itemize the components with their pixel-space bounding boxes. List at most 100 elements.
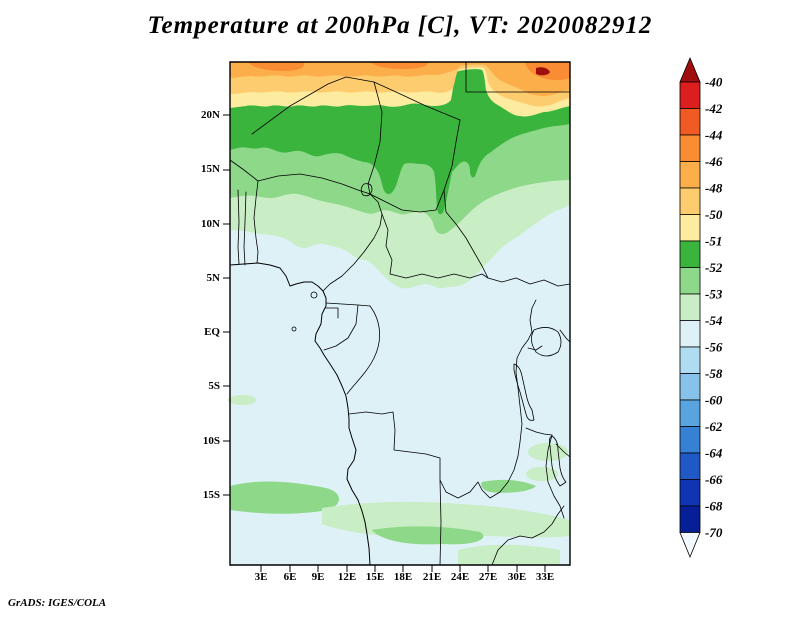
lat-label-5s: 5S [208,380,220,392]
axis-ticks [223,115,545,572]
lon-label-33e: 33E [535,571,555,583]
lon-label-12e: 12E [337,571,357,583]
map-canvas [220,56,580,576]
lake-tanganyika [514,364,534,420]
plot-title: Temperature at 200hPa [C], VT: 202008291… [147,12,653,39]
lat-label-10n: 10N [201,218,220,230]
lake-chad [361,184,372,196]
border-angola-zambia-south [440,480,441,565]
colorbar-segment-neg40-neg42 [680,82,700,109]
border-burkina-niger [230,160,258,181]
colorbar-segment-neg52-neg53 [680,268,700,295]
border-uganda-rwanda [528,300,542,350]
lat-label-15n: 15N [201,163,220,175]
colorbar-label-neg46: -46 [705,154,723,169]
lon-label-9e: 9E [311,571,325,583]
colorbar-label-neg64: -64 [705,446,723,461]
contour-fill-neg44-neg46-patch-b [370,62,428,69]
lon-label-30e: 30E [507,571,527,583]
colorbar-label-neg68: -68 [705,499,723,514]
border-tanzania-mozambique [556,444,570,457]
border-chad-car-north [370,190,444,212]
colorbar-labels: -40 -42 -44 -46 -48 -50 -51 -52 -53 -54 … [705,75,723,541]
border-niger-nigeria [258,174,370,194]
border-niger-chad [368,82,382,194]
border-drc-angola-zambia [349,412,520,498]
lon-label-3e: 3E [254,571,268,583]
contour-fill-warm-spot [536,67,550,76]
colorbar-label-neg56: -56 [705,340,723,355]
border-zambia-malawi [546,435,564,518]
colorbar-segment-neg53-neg54 [680,294,700,321]
contour-fills [228,62,570,565]
map-outlines [230,62,570,565]
colorbar-segment-neg64-neg66 [680,453,700,480]
border-chad-sudan-car [444,120,488,278]
colorbar-segment-neg50-neg51 [680,215,700,242]
contour-fill-neg44-neg46-patch-a [248,62,305,71]
lon-label-18e: 18E [393,571,413,583]
lake-victoria [531,327,561,356]
border-togo-benin [244,192,246,265]
colorbar-label-neg60: -60 [705,393,723,408]
coastline-west-africa [230,263,370,565]
contour-fill-south-green-c [481,479,536,493]
border-cameroon-gabon [326,303,370,306]
colorbar-label-neg44: -44 [705,128,723,143]
colorbar-label-neg66: -66 [705,472,723,487]
colorbar-label-neg51: -51 [705,234,722,249]
contour-fill-neg46-neg48 [230,62,570,96]
colorbar-segment-neg62-neg64 [680,427,700,454]
colorbar-segment-neg66-neg68 [680,480,700,507]
contour-fill-west-pale-a [228,395,256,405]
map-frame [230,62,570,565]
border-gabon-congo [324,305,358,350]
colorbar-segment-neg60-neg62 [680,400,700,427]
lon-label-15e: 15E [365,571,385,583]
colorbar-label-neg58: -58 [705,366,723,381]
lon-label-27e: 27E [478,571,498,583]
colorbar-segment-neg48-neg50 [680,188,700,215]
colorbar-label-neg50: -50 [705,207,723,222]
contour-fill-south-green-b [372,526,484,545]
colorbar-label-neg52: -52 [705,260,723,275]
colorbar: -40 -42 -44 -46 -48 -50 -51 -52 -53 -54 … [672,56,723,568]
colorbar-label-neg48: -48 [705,181,723,196]
colorbar-label-neg54: -54 [705,313,723,328]
border-nigeria-cameroon [323,194,382,291]
contour-fill-south-green-a [230,481,340,514]
border-sahara-chain [252,77,460,134]
island-sao-tome [292,327,296,331]
grads-credit: GrADS: IGES/COLA [8,597,107,609]
colorbar-segment-neg51-neg52 [680,241,700,268]
border-tanzania-zambia [526,428,552,435]
lat-label-20n: 20N [201,109,220,121]
lon-label-21e: 21E [422,571,442,583]
colorbar-segment-neg54-neg56 [680,321,700,348]
colorbar-arrow-top [680,58,700,82]
colorbar-segment-neg44-neg46 [680,135,700,162]
colorbar-segment-neg46-neg48 [680,162,700,189]
colorbar-label-neg53: -53 [705,287,723,302]
lon-label-6e: 6E [283,571,297,583]
colorbar-label-neg70: -70 [705,525,723,540]
border-equatorial-guinea [326,308,338,318]
colorbar-arrow-bottom [680,533,700,558]
colorbar-segment-neg58-neg60 [680,374,700,401]
colorbar-label-neg42: -42 [705,101,723,116]
border-car-congo-drc [382,214,488,278]
border-sudan-uganda-kenya [488,278,570,286]
contour-fill-south-pale-b [458,544,560,565]
border-egypt-sudan [466,62,570,92]
contour-fill-east-pale-b [526,467,558,481]
border-ghana-togo [238,190,239,264]
lat-label-eq: EQ [204,326,220,338]
colorbar-segment-neg56-neg58 [680,347,700,374]
colorbar-label-neg62: -62 [705,419,723,434]
lat-label-10s: 10S [202,435,220,447]
lat-label-15s: 15S [202,489,220,501]
colorbar-segment-neg68-neg70 [680,506,700,533]
border-benin-nigeria [254,181,258,263]
lat-label-5n: 5N [206,272,220,284]
